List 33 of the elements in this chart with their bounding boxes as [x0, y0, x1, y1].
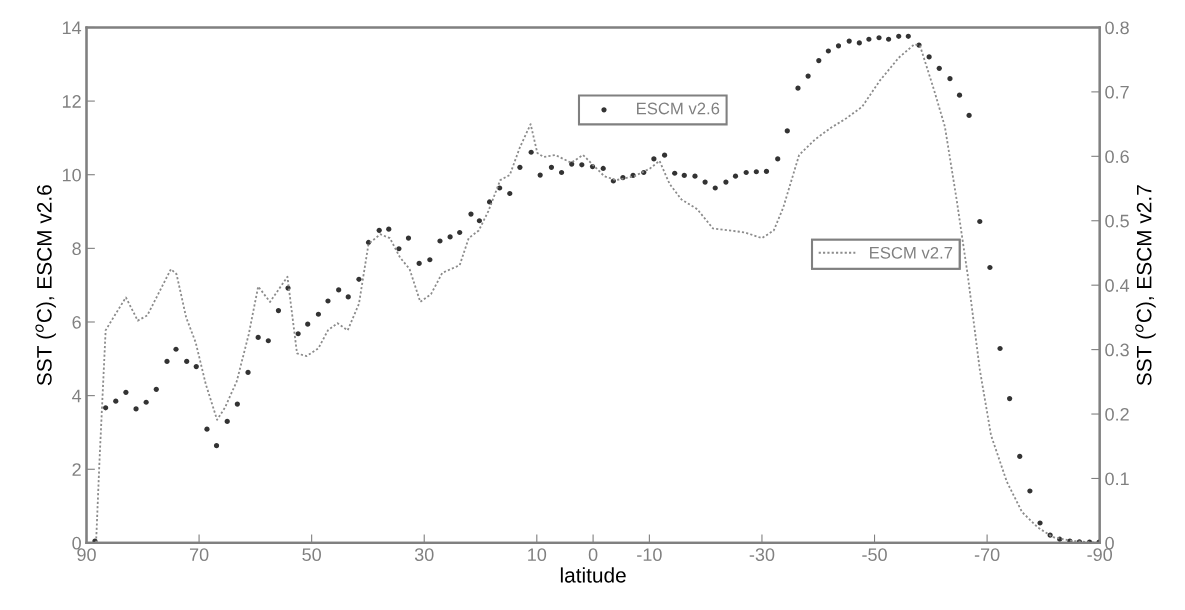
y-tick-label: 14	[62, 21, 82, 34]
x-tick-label: 30	[414, 548, 434, 562]
y2-axis-title: SST ($^{o}$C), ESCM v2.7	[1135, 185, 1156, 386]
legend-label: ESCM v2.6	[637, 102, 720, 115]
y-axis-title: SST ($^{o}$C), ESCM v2.6	[35, 185, 56, 386]
y-tick-label: 2	[72, 463, 81, 476]
x-tick-label: 0	[588, 548, 598, 562]
x-tick-label: 90	[77, 548, 96, 562]
x-tick-label: -30	[749, 548, 775, 562]
y-tick-label: 8	[72, 242, 81, 256]
y2-tick-label: 0.8	[1105, 21, 1129, 35]
y-tick-label: 10	[62, 168, 81, 182]
y-tick-label: 0	[72, 536, 81, 550]
x-tick-label: 70	[189, 548, 209, 562]
x-tick-label: -70	[974, 548, 1000, 562]
y2-tick-label: 0.5	[1105, 214, 1129, 228]
legend-label: ESCM v2.7	[870, 246, 953, 259]
x-tick-label: -10	[637, 548, 662, 562]
y2-tick-label: 0.4	[1105, 279, 1130, 292]
y2-tick-label: 0.1	[1105, 472, 1129, 486]
y2-tick-label: 0.7	[1105, 85, 1129, 99]
y2-tick-label: 0.3	[1105, 343, 1129, 357]
y2-tick-label: 0.2	[1105, 407, 1129, 421]
x-tick-label: -90	[1087, 548, 1113, 562]
y-tick-label: 4	[72, 389, 82, 403]
x-tick-label: 50	[302, 548, 321, 562]
y-tick-label: 6	[72, 315, 81, 329]
x-tick-label: -50	[862, 548, 887, 562]
x-tick-label: 10	[528, 548, 547, 562]
y2-tick-label: 0.6	[1105, 150, 1129, 164]
y-tick-label: 12	[62, 95, 81, 108]
y2-tick-label: 0	[1105, 536, 1114, 550]
x-axis-title: latitude	[560, 567, 626, 583]
